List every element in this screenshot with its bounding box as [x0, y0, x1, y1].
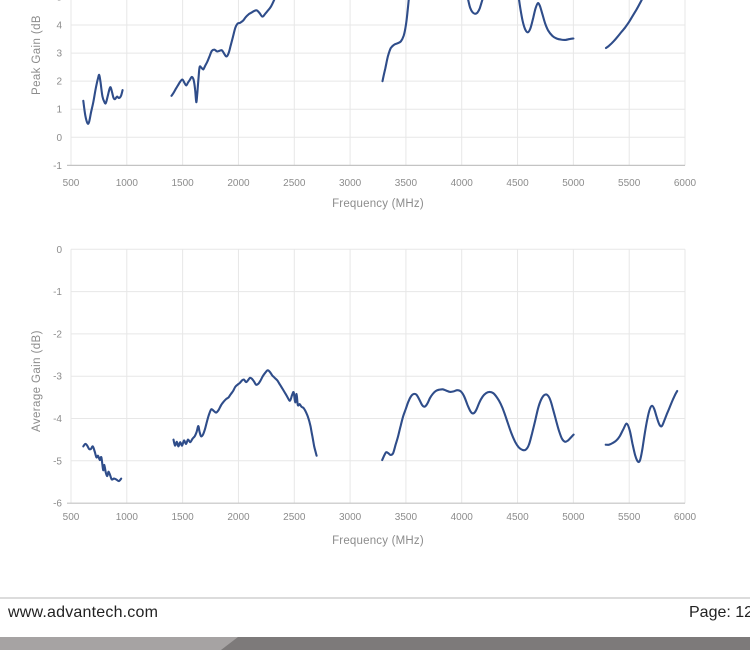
x-tick-label: 4500 — [506, 178, 529, 189]
x-tick-label: 5500 — [618, 178, 641, 189]
y-tick-label: -3 — [53, 372, 62, 383]
gain-series-line — [170, 0, 276, 104]
gain-series-line — [604, 0, 643, 50]
x-tick-label: 3000 — [339, 512, 362, 523]
y-tick-label: -5 — [53, 456, 62, 467]
y-tick-label: 0 — [56, 133, 62, 144]
gain-series-line — [604, 389, 679, 464]
y-tick-label: 0 — [56, 245, 62, 256]
y-tick-label: 3 — [56, 49, 62, 60]
y-tick-label: -1 — [53, 161, 62, 172]
gain-series-line — [467, 0, 484, 15]
x-tick-label: 500 — [63, 178, 80, 189]
x-tick-label: 5000 — [562, 512, 585, 523]
gain-series-line — [82, 442, 123, 483]
y-tick-label: -4 — [53, 414, 62, 425]
y-tick-label: -1 — [53, 287, 62, 298]
gain-series-line — [381, 388, 575, 462]
x-tick-label: 4500 — [506, 512, 529, 523]
y-tick-label: -6 — [53, 499, 62, 510]
x-axis-title: Frequency (MHz) — [332, 535, 424, 547]
x-tick-label: 2500 — [283, 178, 306, 189]
x-tick-label: 1000 — [116, 178, 139, 189]
x-tick-label: 2000 — [227, 178, 250, 189]
y-tick-label: 5 — [56, 0, 62, 3]
gain-series-line — [82, 73, 124, 125]
x-tick-label: 4000 — [451, 512, 474, 523]
x-tick-label: 3000 — [339, 178, 362, 189]
x-tick-label: 1500 — [172, 178, 195, 189]
x-tick-label: 4000 — [451, 178, 474, 189]
x-tick-label: 3500 — [395, 512, 418, 523]
gain-series-line — [172, 369, 318, 457]
x-tick-label: 3500 — [395, 178, 418, 189]
y-axis-title: Peak Gain (dB — [31, 15, 43, 95]
footer-page-number: Page: 12 — [689, 604, 750, 621]
y-tick-label: 2 — [56, 77, 62, 88]
y-tick-label: 4 — [56, 21, 62, 32]
x-tick-label: 2000 — [227, 512, 250, 523]
x-tick-label: 5000 — [562, 178, 585, 189]
x-tick-label: 500 — [63, 512, 80, 523]
y-axis-title: Average Gain (dB) — [31, 330, 43, 432]
y-tick-label: 1 — [56, 105, 62, 116]
gain-series-line — [518, 0, 575, 41]
x-tick-label: 1000 — [116, 512, 139, 523]
x-tick-label: 2500 — [283, 512, 306, 523]
x-tick-label: 6000 — [674, 512, 697, 523]
x-tick-label: 6000 — [674, 178, 697, 189]
x-tick-label: 1500 — [172, 512, 195, 523]
footer-website-link[interactable]: www.advantech.com — [8, 604, 159, 621]
footer-bar-dark — [221, 637, 750, 650]
y-tick-label: -2 — [53, 329, 62, 340]
gain-series-line — [381, 0, 410, 83]
x-tick-label: 5500 — [618, 512, 641, 523]
x-axis-title: Frequency (MHz) — [332, 198, 424, 210]
footer-divider — [0, 597, 750, 599]
